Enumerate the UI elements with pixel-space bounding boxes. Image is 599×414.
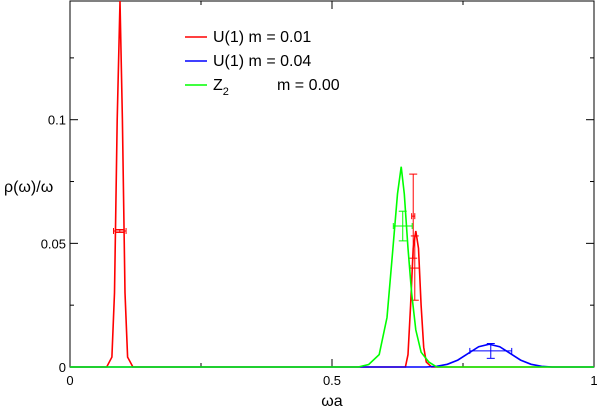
series-line-3 <box>70 166 594 368</box>
error-bar <box>469 343 513 359</box>
series-line-2 <box>70 343 594 368</box>
error-bar <box>112 227 127 234</box>
error-bar <box>409 173 418 259</box>
error-bar <box>392 210 413 242</box>
y-axis-label: ρ(ω)/ω <box>4 179 53 196</box>
x-tick-label: 0 <box>66 373 73 388</box>
plot-frame <box>69 0 595 368</box>
legend-label: U(1) m = 0.01 <box>213 29 311 46</box>
legend: U(1) m = 0.01 U(1) m = 0.04 Z2 m = 0.00 <box>185 29 340 98</box>
y-tick-label: 0 <box>59 360 66 375</box>
x-axis-label: ωa <box>321 393 342 410</box>
plot-area <box>70 0 594 368</box>
legend-label: U(1) m = 0.04 <box>213 53 311 70</box>
y-tick-label: 0.1 <box>48 113 66 128</box>
x-tick-label: 0.5 <box>323 373 341 388</box>
x-tick-label: 1 <box>590 373 597 388</box>
y-tick-label: 0.05 <box>41 236 66 251</box>
legend-label: Z2 m = 0.00 <box>213 77 340 98</box>
series-line-1 <box>70 0 594 368</box>
